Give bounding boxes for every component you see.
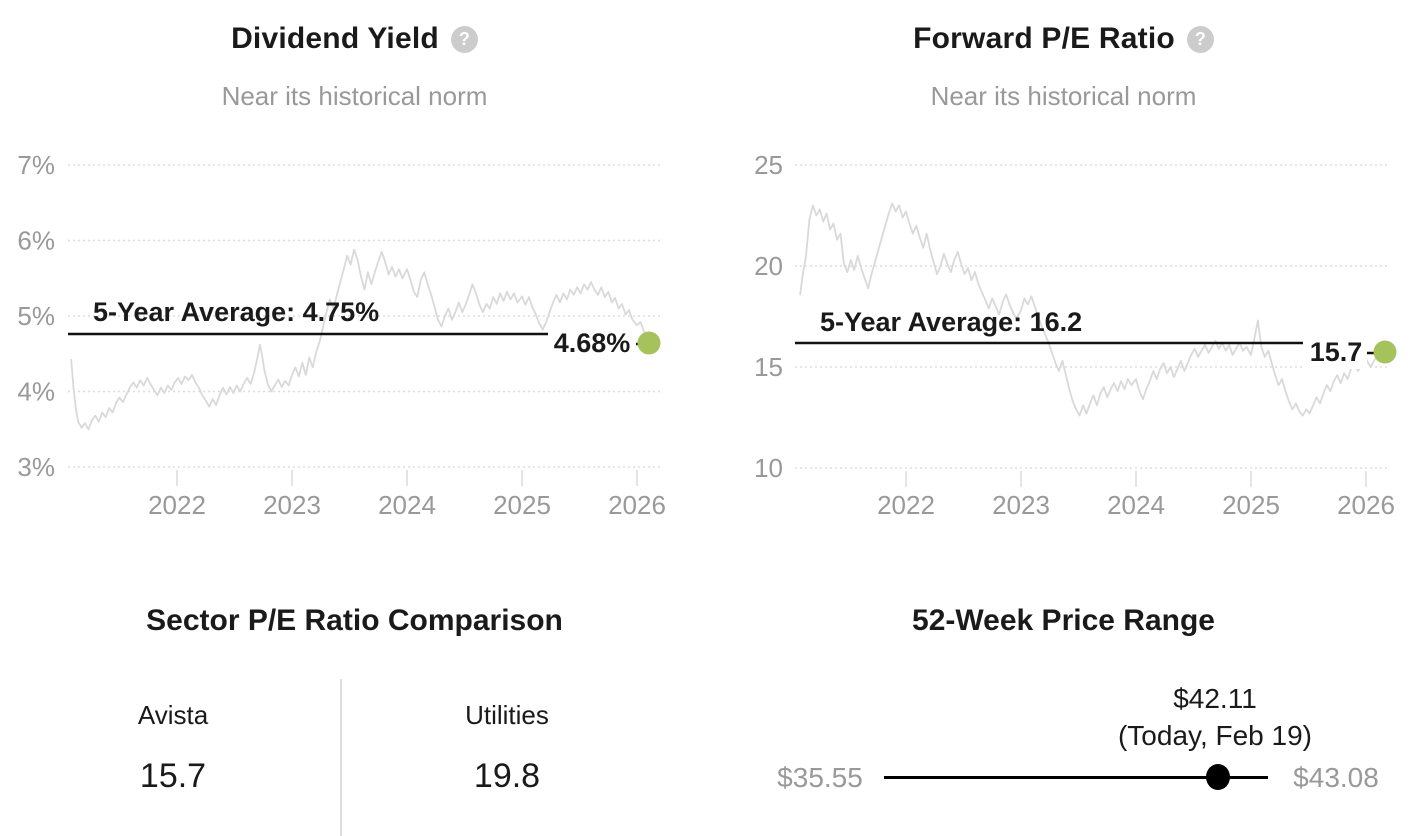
price-range-max-label: $43.08 — [1293, 762, 1379, 793]
average-line-label: 5-Year Average: 16.2 — [820, 307, 1082, 337]
x-axis-tick-label: 2026 — [1337, 490, 1395, 520]
series-line — [70, 248, 651, 431]
y-axis-tick-label: 15 — [754, 352, 783, 382]
comparison-column-avista: Avista 15.7 — [58, 700, 288, 796]
current-value-label: 15.7 — [1310, 337, 1363, 367]
help-icon[interactable]: ? — [450, 25, 478, 53]
comparison-value: 15.7 — [139, 757, 207, 795]
price-range-current-value: $42.11 — [1173, 683, 1257, 714]
forward-pe-chart: 25 20 15 10 2022 2023 2024 2025 2026 5-Year Avera… — [754, 150, 1397, 520]
forward-pe-subtitle: Near its historical norm — [930, 81, 1197, 111]
price-range-track — [884, 776, 1268, 779]
y-axis-tick-label: 7% — [17, 150, 55, 180]
current-value-label-bg — [548, 328, 636, 360]
column-divider — [340, 679, 342, 836]
comparison-column-utilities: Utilities 19.8 — [392, 700, 622, 796]
current-value-marker[interactable] — [1373, 340, 1397, 364]
dividend-yield-chart: 7% 6% 5% 4% 3% 2022 2023 2024 2025 2026 5-Year Ave… — [17, 150, 666, 520]
sector-comparison-title: Sector P/E Ratio Comparison — [146, 604, 563, 637]
y-axis-tick-label: 20 — [754, 251, 783, 281]
y-axis-tick-label: 25 — [754, 150, 783, 180]
dividend-yield-title: Dividend Yield — [231, 22, 439, 55]
x-axis-tick-label: 2023 — [992, 490, 1050, 520]
y-axis-tick-label: 5% — [17, 301, 55, 331]
y-axis-tick-label: 4% — [17, 376, 55, 406]
price-range-title: 52-Week Price Range — [912, 604, 1215, 637]
y-axis-tick-label: 3% — [17, 452, 55, 482]
x-axis-tick-label: 2025 — [493, 490, 551, 520]
average-line-label: 5-Year Average: 4.75% — [93, 297, 379, 327]
comparison-label: Avista — [137, 700, 209, 730]
x-axis-tick-label: 2026 — [608, 490, 666, 520]
help-icon[interactable]: ? — [1186, 25, 1214, 53]
x-axis-tick-label: 2022 — [877, 490, 935, 520]
current-value-marker[interactable] — [637, 331, 661, 355]
forward-pe-header: Forward P/E Ratio ? — [709, 22, 1418, 56]
x-axis-tick-label: 2024 — [1107, 490, 1165, 520]
series-line — [799, 202, 1380, 417]
price-range-min-label: $35.55 — [777, 762, 863, 793]
comparison-value: 19.8 — [473, 757, 541, 795]
price-range-marker[interactable] — [1206, 764, 1230, 790]
x-axis-tick-label: 2025 — [1222, 490, 1280, 520]
forward-pe-title: Forward P/E Ratio — [913, 22, 1175, 55]
current-value-label: 4.68% — [554, 328, 631, 358]
current-value-label-bg — [1305, 337, 1367, 369]
price-range-current-date: (Today, Feb 19) — [1117, 720, 1313, 751]
dividend-yield-header: Dividend Yield ? — [0, 22, 709, 56]
comparison-label: Utilities — [465, 700, 549, 730]
x-axis-tick-label: 2023 — [263, 490, 321, 520]
y-axis-tick-label: 10 — [754, 453, 783, 483]
dividend-yield-subtitle: Near its historical norm — [221, 81, 488, 111]
x-axis-tick-label: 2022 — [148, 490, 206, 520]
y-axis-tick-label: 6% — [17, 225, 55, 255]
x-axis-tick-label: 2024 — [378, 490, 436, 520]
